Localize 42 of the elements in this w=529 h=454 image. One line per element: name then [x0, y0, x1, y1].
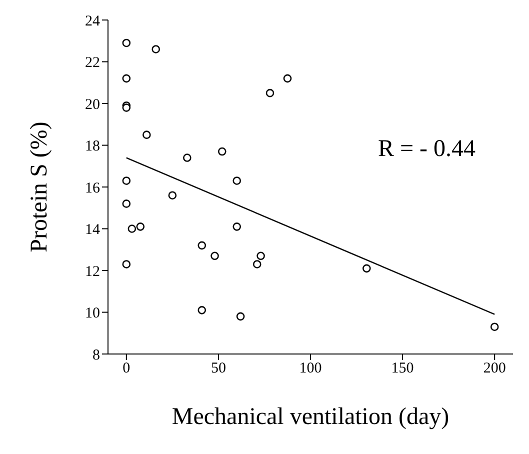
x-tick-label: 200 — [483, 360, 506, 377]
point — [283, 74, 292, 83]
point — [252, 260, 262, 268]
point — [136, 222, 145, 231]
annotation: R = - 0.44 — [378, 136, 476, 163]
y-tick-label: 24 — [85, 13, 100, 30]
point — [198, 306, 206, 314]
point — [142, 130, 151, 139]
y-tick-label: 20 — [85, 96, 100, 113]
point — [210, 252, 219, 260]
x-axis-title: Mechanical ventilation (day) — [172, 404, 450, 430]
point — [232, 222, 242, 231]
point — [122, 260, 131, 268]
point — [122, 38, 131, 48]
x-tick-label: 50 — [210, 360, 226, 377]
point — [218, 147, 226, 156]
point — [122, 200, 131, 208]
y-tick-label: 22 — [85, 55, 100, 72]
point — [256, 252, 265, 260]
point — [236, 312, 245, 321]
point — [198, 241, 206, 250]
point — [122, 176, 131, 185]
point — [232, 176, 242, 185]
x-tick-label: 0 — [122, 360, 130, 377]
y-tick-label: 18 — [85, 138, 100, 155]
point — [183, 154, 192, 162]
point — [152, 45, 160, 54]
point — [128, 224, 136, 233]
x-tick-label: 100 — [299, 360, 322, 377]
point — [122, 104, 131, 112]
y-tick-label: 10 — [85, 306, 100, 322]
point — [490, 322, 499, 332]
point — [168, 191, 177, 200]
x-tick-label: 150 — [391, 360, 414, 377]
y-tick-label: 14 — [85, 222, 100, 238]
y-tick-label: 8 — [92, 347, 100, 364]
point — [122, 74, 131, 83]
y-tick-label: 12 — [85, 264, 100, 280]
point — [362, 264, 371, 273]
y-axis-title: Protein S (%) — [26, 122, 53, 252]
point — [266, 88, 274, 98]
y-tick-label: 16 — [85, 180, 100, 196]
